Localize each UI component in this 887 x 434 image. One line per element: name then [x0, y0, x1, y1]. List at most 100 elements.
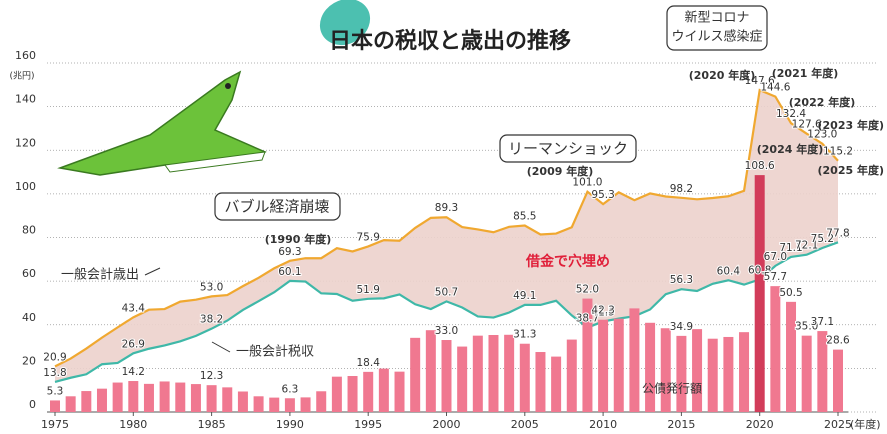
value-label: 43.4 — [122, 302, 146, 314]
value-label: 18.4 — [357, 357, 381, 369]
chart: 日本の税収と歳出の推移 (兆円) 02040608010012014016019… — [0, 0, 887, 434]
x-tick-label: 1975 — [41, 418, 69, 431]
bar — [160, 381, 170, 412]
value-label: 77.8 — [826, 227, 849, 239]
bar — [113, 383, 123, 412]
bar — [426, 330, 436, 412]
bar — [191, 384, 201, 412]
bar — [676, 336, 686, 412]
bar — [238, 391, 248, 412]
bar — [520, 344, 530, 412]
bar — [504, 335, 514, 412]
annotation: (2025 年度) — [818, 163, 885, 177]
x-unit: (年度) — [850, 417, 881, 431]
bar — [66, 396, 76, 412]
value-label: 49.1 — [513, 290, 536, 302]
value-label: 20.9 — [43, 351, 66, 363]
bar — [97, 389, 107, 412]
bar — [410, 338, 420, 412]
annotation: ウイルス感染症 — [671, 29, 762, 45]
bar — [442, 340, 452, 412]
annotation: 借金で穴埋め — [525, 253, 610, 270]
bar — [144, 384, 154, 412]
x-tick-label: 1995 — [354, 418, 382, 431]
bar — [285, 398, 295, 412]
bar — [316, 391, 326, 412]
bar — [348, 376, 358, 412]
y-tick-label: 60 — [22, 267, 36, 280]
annotation: (2020 年度) — [689, 68, 756, 82]
bar — [535, 352, 545, 412]
y-tick-label: 0 — [29, 398, 36, 411]
bar — [379, 369, 389, 412]
bar — [222, 387, 232, 412]
annotation: (2023 年度) — [818, 118, 885, 132]
bar — [770, 286, 780, 412]
value-label: 60.4 — [717, 265, 741, 277]
bar — [128, 381, 138, 412]
value-label: 115.2 — [823, 146, 853, 158]
value-label: 108.6 — [745, 160, 775, 172]
bar — [254, 396, 264, 412]
annotation: 新型コロナ — [684, 10, 749, 26]
value-label: 57.7 — [764, 271, 787, 283]
x-tick-label: 2005 — [511, 418, 539, 431]
bar — [692, 329, 702, 412]
y-tick-label: 160 — [15, 49, 36, 62]
value-label: 56.3 — [670, 274, 693, 286]
value-label: 33.0 — [435, 325, 458, 337]
chart-title: 日本の税収と歳出の推移 — [329, 28, 571, 54]
annotation: (2022 年度) — [789, 95, 856, 109]
value-label: 50.5 — [779, 287, 802, 299]
bar — [739, 332, 749, 412]
bar — [833, 350, 843, 412]
crocodile — [60, 72, 265, 175]
value-label: 60.1 — [278, 266, 301, 278]
annotation: (2009 年度) — [527, 164, 594, 178]
bar — [473, 336, 483, 412]
annotation: 公債発行額 — [642, 381, 702, 396]
bar — [551, 357, 561, 412]
bar — [567, 340, 577, 412]
value-label: 69.3 — [278, 246, 301, 258]
value-label: 101.0 — [572, 177, 602, 189]
x-tick-label: 1980 — [119, 418, 147, 431]
x-tick-label: 2015 — [667, 418, 695, 431]
y-tick-label: 100 — [15, 180, 36, 193]
x-tick-label: 2000 — [433, 418, 461, 431]
bar — [661, 328, 671, 412]
bar — [598, 320, 608, 412]
bar — [395, 372, 405, 412]
y-tick-label: 20 — [22, 354, 36, 367]
y-unit: (兆円) — [9, 71, 34, 82]
x-tick-label: 2020 — [746, 418, 774, 431]
bar — [301, 397, 311, 412]
bar — [207, 385, 217, 412]
bar — [457, 347, 467, 412]
value-label: 95.3 — [591, 189, 614, 201]
annotation: (1990 年度) — [265, 232, 332, 246]
annotation: (2024 年度) — [757, 142, 824, 156]
bar — [755, 175, 765, 412]
value-label: 5.3 — [47, 385, 64, 397]
y-tick-label: 120 — [15, 136, 36, 149]
value-label: 89.3 — [435, 202, 458, 214]
bar — [50, 400, 60, 412]
value-label: 53.0 — [200, 281, 223, 293]
y-tick-label: 80 — [22, 224, 36, 237]
value-label: 52.0 — [576, 284, 599, 296]
value-label: 6.3 — [282, 383, 299, 395]
value-label: 98.2 — [670, 183, 693, 195]
value-label: 38.2 — [200, 314, 223, 326]
bar — [802, 336, 812, 412]
value-label: 144.6 — [760, 82, 790, 94]
value-label: 85.5 — [513, 211, 536, 223]
x-tick-label: 1990 — [276, 418, 304, 431]
annotation: 一般会計歳出 — [61, 267, 139, 283]
bar — [723, 337, 733, 412]
bar — [786, 302, 796, 412]
pointer — [145, 268, 160, 275]
value-label: 51.9 — [357, 284, 380, 296]
bar — [645, 323, 655, 412]
value-label: 12.3 — [200, 370, 223, 382]
